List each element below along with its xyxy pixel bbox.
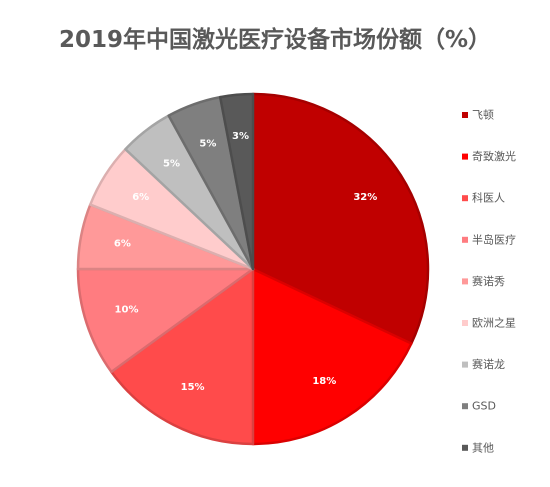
pie-slice — [251, 92, 430, 345]
legend-swatch — [462, 361, 468, 368]
pie-slice — [251, 267, 413, 446]
slice-label: 5% — [163, 158, 180, 169]
slice-labels: 32% 18% 15% 10% 6% 6% 5% 5% 3% — [114, 131, 377, 393]
legend-label: 欧洲之星 — [472, 316, 516, 330]
slice-label: 3% — [232, 131, 249, 142]
legend-item: 赛诺秀 — [462, 274, 505, 288]
slice-label: 18% — [312, 376, 336, 387]
slice-label: 5% — [199, 138, 216, 149]
pie-slice — [218, 92, 255, 271]
legend-swatch — [462, 236, 468, 243]
legend-swatch — [462, 153, 468, 160]
legend-item: 奇致激光 — [462, 149, 516, 163]
legend-swatch — [462, 195, 468, 202]
legend-item: 半岛医疗 — [462, 232, 516, 246]
legend-label: 其他 — [472, 441, 494, 454]
pie-slice — [76, 267, 255, 374]
slice-label: 10% — [115, 305, 139, 316]
legend-swatch — [462, 444, 468, 451]
chart-title: 2019年中国激光医疗设备市场份额（%） — [58, 27, 492, 53]
legend-swatch — [462, 278, 468, 285]
legend-label: 科医人 — [472, 191, 505, 205]
legend-item: 欧洲之星 — [462, 316, 516, 330]
legend-label: GSD — [472, 400, 496, 413]
slice-label: 32% — [353, 192, 377, 203]
legend-item: GSD — [462, 400, 496, 413]
legend-item: 科医人 — [462, 191, 505, 205]
legend-item: 其他 — [462, 441, 494, 454]
legend-label: 赛诺龙 — [472, 357, 505, 371]
legend-label: 奇致激光 — [472, 149, 516, 163]
legend-label: 半岛医疗 — [472, 232, 516, 246]
legend-swatch — [462, 112, 468, 118]
legend-item: 飞顿 — [462, 108, 494, 122]
legend-item: 赛诺龙 — [462, 357, 505, 371]
slice-label: 6% — [114, 239, 131, 250]
slice-label: 6% — [132, 192, 149, 203]
pie-slices — [76, 92, 430, 446]
slice-label: 15% — [181, 382, 205, 393]
legend-swatch — [462, 320, 468, 326]
legend-label: 赛诺秀 — [472, 274, 505, 288]
legend-swatch — [462, 403, 468, 410]
pie-slice — [110, 267, 255, 446]
legend-label: 飞顿 — [472, 108, 494, 122]
